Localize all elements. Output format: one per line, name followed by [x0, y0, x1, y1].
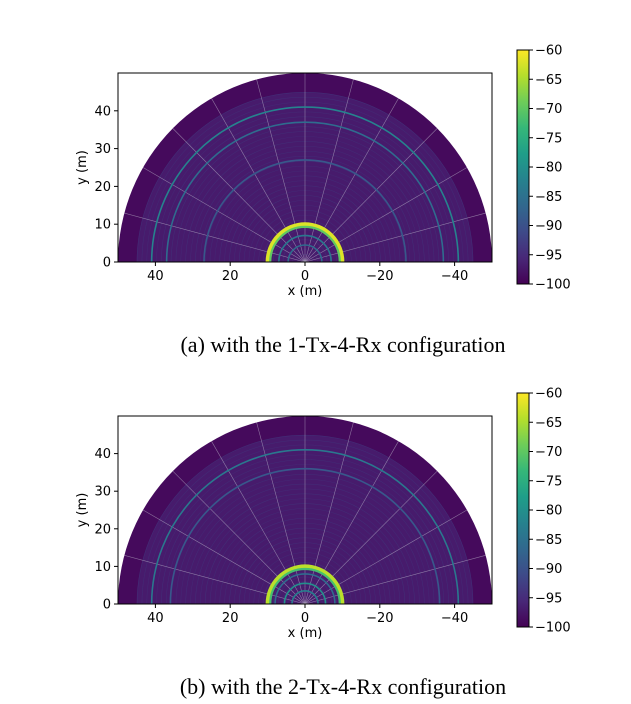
beam-line: [172, 128, 306, 262]
x-tick-label: 0: [301, 269, 309, 284]
y-axis-label: y (m): [75, 150, 90, 185]
bright-ring: [287, 244, 323, 262]
beam-line: [172, 470, 306, 604]
figure-caption: (b) with the 2-Tx-4-Rx configuration: [180, 674, 506, 699]
colorbar-tick-label: −75: [535, 131, 562, 146]
x-tick-label: 20: [222, 611, 239, 626]
bright-ring: [265, 564, 345, 604]
colorbar-tick-label: −80: [535, 504, 562, 519]
beam-line: [304, 555, 486, 604]
y-tick-label: 20: [94, 180, 111, 195]
beam-line: [256, 422, 306, 604]
colorbar-tick-label: −70: [535, 445, 562, 460]
heatmap-area: [118, 416, 492, 604]
colorbar-tick-label: −100: [535, 621, 571, 636]
colorbar-tick-label: −85: [535, 190, 562, 205]
beam-line: [142, 509, 306, 604]
x-axis-label: x (m): [288, 284, 323, 299]
beam-line: [304, 212, 486, 262]
beam-line: [256, 79, 306, 262]
beam-line: [304, 509, 468, 604]
colorbar-tick-label: −70: [535, 102, 562, 117]
y-tick-label: 30: [94, 485, 111, 500]
beam-line: [304, 422, 354, 604]
colorbar-tick-label: −75: [535, 474, 562, 489]
x-tick-label: −20: [366, 269, 393, 284]
colorbar-tick-label: −60: [535, 387, 562, 402]
y-axis-label: y (m): [75, 493, 90, 528]
y-tick-label: 0: [103, 598, 111, 613]
x-tick-label: 40: [147, 611, 164, 626]
colorbar-tick-label: −95: [535, 248, 562, 263]
bright-ring: [269, 225, 341, 262]
colorbar-tick-label: −100: [535, 278, 571, 293]
beam-line: [142, 167, 306, 262]
colorbar-tick-label: −90: [535, 219, 562, 234]
colorbar-tick-label: −85: [535, 533, 562, 548]
bright-ring: [278, 234, 332, 262]
beam-line: [211, 441, 306, 604]
y-tick-label: 10: [94, 560, 111, 575]
colorbar-tick-label: −95: [535, 591, 562, 606]
colorbar-tick-label: −80: [535, 161, 562, 176]
colorbar-tick-label: −65: [535, 73, 562, 88]
beam-line: [304, 98, 399, 262]
x-tick-label: 0: [301, 611, 309, 626]
colorbar-tick-label: −90: [535, 562, 562, 577]
y-tick-label: 0: [103, 256, 111, 271]
beam-line: [124, 555, 306, 604]
beam-line: [124, 212, 306, 262]
bright-ring: [265, 222, 345, 262]
beam-line: [211, 98, 306, 262]
x-tick-label: 20: [222, 269, 239, 284]
bright-ring: [150, 106, 460, 262]
bright-ring: [165, 121, 445, 262]
x-tick-label: −40: [441, 611, 468, 626]
x-tick-label: 40: [147, 269, 164, 284]
colorbar-tick-label: −65: [535, 416, 562, 431]
beam-line: [304, 470, 438, 604]
bright-ring: [283, 582, 327, 604]
colorbar-tick-label: −60: [535, 44, 562, 59]
x-tick-label: −40: [441, 269, 468, 284]
beam-line: [304, 167, 468, 262]
y-tick-label: 30: [94, 142, 111, 157]
colorbar: [516, 392, 530, 628]
y-tick-label: 10: [94, 218, 111, 233]
colorbar: [516, 49, 530, 285]
heatmap-panel-b: 40 20 0 −20 −40 0 10 20 30 40 x (m) y (m) −60 −65 −70 −…: [75, 387, 571, 700]
heatmap-panel-a: 40 20 0 −20 −40 0 10 20 30 40 x (m) y (m) −60 −65 −70 −…: [75, 44, 571, 358]
heatmap-area: [118, 73, 492, 262]
beam-line: [304, 128, 438, 262]
x-tick-label: −20: [366, 611, 393, 626]
bright-ring: [274, 573, 336, 604]
bright-ring: [169, 467, 441, 604]
bright-ring: [203, 159, 407, 262]
y-tick-label: 40: [94, 447, 111, 462]
beam-line: [304, 441, 399, 604]
y-tick-label: 20: [94, 522, 111, 537]
x-axis-label: x (m): [288, 626, 323, 641]
figure-caption: (a) with the 1-Tx-4-Rx configuration: [180, 332, 505, 357]
y-tick-label: 40: [94, 104, 111, 119]
bright-ring: [269, 568, 341, 604]
bright-ring: [150, 449, 460, 604]
beam-line: [304, 79, 354, 262]
bright-ring: [291, 590, 319, 604]
